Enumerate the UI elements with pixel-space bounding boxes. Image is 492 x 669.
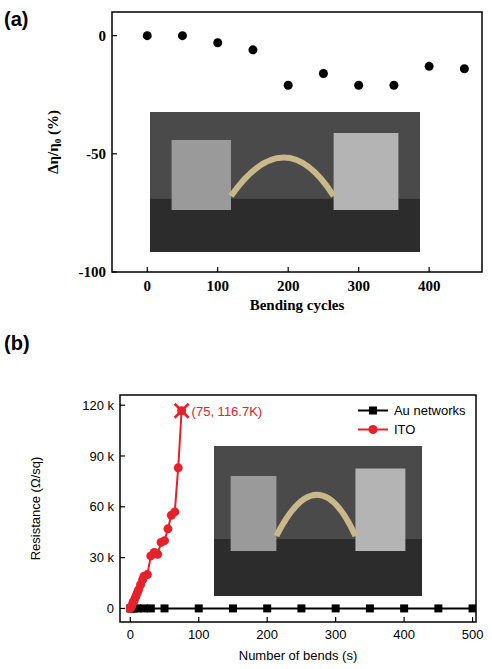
x-tick-label: 0 xyxy=(143,278,151,294)
page: {"chart_data": [ {"type": "scatter", "la… xyxy=(0,0,492,669)
y-tick xyxy=(112,153,117,154)
data-point xyxy=(160,536,169,545)
legend-label: ITO xyxy=(394,422,415,437)
photo-stage xyxy=(172,140,231,210)
data-point xyxy=(229,604,237,612)
data-point xyxy=(153,550,162,559)
data-point xyxy=(163,524,172,533)
panel-label: (a) xyxy=(4,8,28,30)
x-tick-label: 400 xyxy=(393,627,415,642)
data-point xyxy=(248,45,257,54)
x-tick-label: 300 xyxy=(325,627,347,642)
y-tick xyxy=(112,35,117,36)
y-tick-label: -50 xyxy=(86,146,106,162)
legend-label: Au networks xyxy=(394,403,466,418)
data-point xyxy=(354,81,363,90)
data-point xyxy=(263,604,271,612)
x-tick-label: 200 xyxy=(256,627,278,642)
y-tick-label: 0 xyxy=(107,601,114,616)
data-point xyxy=(147,604,155,612)
photo-stage xyxy=(334,133,399,210)
y-tick-label: -100 xyxy=(79,264,107,280)
annotation-marker xyxy=(175,404,189,418)
x-axis-title: Number of bends (s) xyxy=(239,648,358,663)
y-tick-label: 60 k xyxy=(89,499,114,514)
x-tick xyxy=(288,267,289,272)
x-tick xyxy=(217,267,218,272)
x-tick xyxy=(429,267,430,272)
y-tick-label: 30 k xyxy=(89,550,114,565)
data-point xyxy=(284,81,293,90)
photo-sample xyxy=(276,495,355,536)
data-point xyxy=(143,31,152,40)
marks xyxy=(143,31,469,90)
figure: (a) 0 100 200 300 400 -100 -50 0 Bending cycles Δη… xyxy=(0,0,492,669)
series-line xyxy=(130,411,181,609)
x-tick-label: 400 xyxy=(418,278,441,294)
y-tick xyxy=(120,455,125,456)
x-tick xyxy=(267,617,268,622)
x-tick-label: 200 xyxy=(277,278,300,294)
panel: (b) 0 100 200 300 400 500 0 30 k 60 k 90 k 120 k Num… xyxy=(4,332,483,663)
data-point xyxy=(140,604,148,612)
data-point xyxy=(332,604,340,612)
photo-stage xyxy=(231,476,277,551)
y-tick xyxy=(120,506,125,507)
data-point xyxy=(161,604,169,612)
marks xyxy=(126,404,476,613)
data-point xyxy=(297,604,305,612)
legend-marker xyxy=(368,425,377,434)
y-tick xyxy=(120,608,125,609)
inset-photo xyxy=(150,112,420,252)
photo-bg xyxy=(214,446,422,596)
y-tick-label: 120 k xyxy=(82,398,114,413)
photo-stage xyxy=(355,469,405,552)
data-point xyxy=(366,604,374,612)
x-tick xyxy=(404,617,405,622)
x-axis-title: Bending cycles xyxy=(250,297,345,313)
annotation: (75, 116.7K) xyxy=(192,404,263,419)
data-point xyxy=(143,570,152,579)
x-tick xyxy=(198,617,199,622)
inset-photo xyxy=(214,446,422,596)
y-tick xyxy=(120,557,125,558)
x-tick-label: 300 xyxy=(347,278,370,294)
x-tick xyxy=(130,617,131,622)
photo-sample xyxy=(231,158,334,197)
y-tick-label: 0 xyxy=(99,28,107,44)
data-point xyxy=(434,604,442,612)
legend: Au networks ITO xyxy=(358,403,466,437)
x-tick-label: 100 xyxy=(188,627,210,642)
data-point xyxy=(213,38,222,47)
x-tick xyxy=(335,617,336,622)
x-tick xyxy=(147,267,148,272)
x-tick xyxy=(358,267,359,272)
y-tick xyxy=(120,405,125,406)
x-tick xyxy=(472,617,473,622)
plot-frame xyxy=(120,395,476,622)
plot-frame xyxy=(112,12,482,272)
data-point xyxy=(460,64,469,73)
y-tick-label: 90 k xyxy=(89,449,114,464)
data-point xyxy=(469,604,476,612)
data-point xyxy=(389,81,398,90)
y-tick xyxy=(112,271,117,272)
data-point xyxy=(170,507,179,516)
y-axis-title: Resistance (Ω/sq) xyxy=(28,457,43,561)
legend-marker xyxy=(369,407,377,415)
photo-bg xyxy=(150,112,420,252)
panel: (a) 0 100 200 300 400 -100 -50 0 Bending cycles Δη… xyxy=(4,8,482,313)
data-point xyxy=(195,604,203,612)
y-axis-title: Δη/η₀ (%) xyxy=(45,110,62,174)
x-tick-label: 100 xyxy=(206,278,229,294)
x-tick-label: 500 xyxy=(462,627,484,642)
data-point xyxy=(178,31,187,40)
data-point xyxy=(319,69,328,78)
data-point xyxy=(174,463,183,472)
data-point xyxy=(425,62,434,71)
panel-label: (b) xyxy=(4,332,30,354)
x-tick-label: 0 xyxy=(127,627,134,642)
data-point xyxy=(400,604,408,612)
